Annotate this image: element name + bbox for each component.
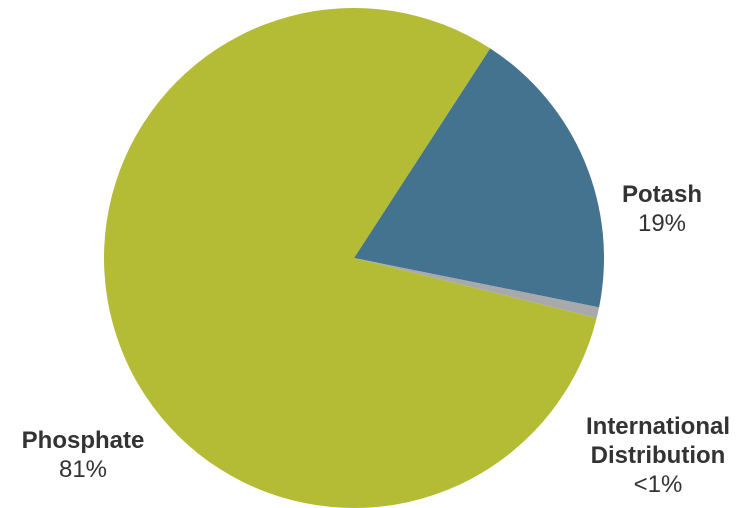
- phosphate-percent: 81%: [58, 455, 108, 483]
- international-distribution-percent: <1%: [633, 470, 683, 498]
- phosphate-name: Phosphate: [21, 427, 145, 454]
- international-distribution-slice: [354, 258, 600, 319]
- international-distribution-name-line-2: Distribution: [590, 441, 726, 469]
- potash-label: Potash 19%: [610, 181, 714, 239]
- potash-name: Potash: [621, 181, 702, 208]
- international-distribution-label: International Distribution <1%: [568, 413, 745, 499]
- international-distribution-name-line-1: International: [585, 413, 730, 440]
- potash-percent: 19%: [637, 209, 687, 237]
- phosphate-slice: [104, 7, 597, 508]
- potash-slice: [354, 48, 605, 308]
- phosphate-label: Phosphate 81%: [8, 427, 158, 485]
